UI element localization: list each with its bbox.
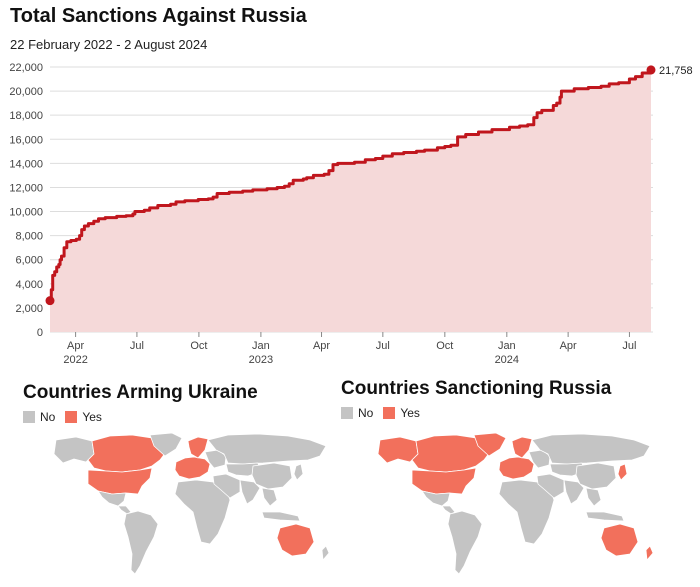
map-region-russia [531,433,651,465]
map-region-india [239,479,261,505]
y-tick-label: 6,000 [15,255,43,267]
x-tick-label: Jan [252,340,270,352]
map-legend: No Yes [341,406,611,420]
map-title: Countries Sanctioning Russia [341,378,612,399]
world-map-arming [53,432,330,575]
legend-swatch-no [341,407,353,419]
y-tick-label: 20,000 [9,86,43,98]
map-panel-arming: Countries Arming Ukraine No Yes [23,382,258,424]
x-tick-label: Jul [376,340,390,352]
chart-title: Total Sanctions Against Russia [10,5,307,27]
y-tick-label: 8,000 [15,231,43,243]
map-region-new-zealand [645,545,654,561]
map-region-australia [600,523,639,557]
map-region-scandinavia [187,436,209,459]
map-region-southeast-asia [261,487,278,507]
x-tick-label: Apr [313,340,330,352]
map-region-greenland [149,432,183,457]
legend-swatch-yes [383,407,396,419]
map-region-japan [617,463,628,481]
map-region-central-america [117,505,132,515]
legend-label-yes: Yes [82,410,102,424]
legend-swatch-no [23,411,35,423]
map-region-greenland [473,432,507,457]
x-tick-label: Oct [436,340,453,352]
end-point [646,65,656,75]
y-tick-label: 0 [37,327,43,339]
x-tick-year-label: 2022 [63,354,87,366]
y-tick-label: 22,000 [9,62,43,74]
map-region-middle-east [212,473,241,499]
y-tick-label: 14,000 [9,158,43,170]
map-region-canada [87,434,167,473]
x-tick-label: Jul [130,340,144,352]
map-region-europe-west [498,456,535,480]
y-tick-label: 10,000 [9,207,43,219]
map-region-alaska [53,436,95,464]
x-tick-label: Oct [190,340,207,352]
world-map-sanctioning [377,432,654,575]
y-tick-label: 4,000 [15,279,43,291]
map-region-alaska [377,436,419,464]
map-region-china [575,462,617,490]
map-region-new-zealand [321,545,330,561]
map-region-mexico [97,490,127,507]
map-region-canada [411,434,491,473]
map-region-japan [293,463,304,481]
y-tick-label: 12,000 [9,182,43,194]
map-region-indonesia [585,511,625,522]
map-region-central-america [441,505,456,515]
map-region-russia [207,433,327,465]
map-region-southeast-asia [585,487,602,507]
legend-label-no: No [358,406,374,420]
y-tick-label: 18,000 [9,110,43,122]
end-value-label: 21,758 [659,65,693,77]
chart-subtitle: 22 February 2022 - 2 August 2024 [10,37,208,52]
map-region-india [563,479,585,505]
x-tick-label: Jul [622,340,636,352]
map-region-mexico [421,490,451,507]
y-tick-label: 16,000 [9,134,43,146]
map-region-usa [411,467,477,495]
map-region-australia [276,523,315,557]
x-tick-label: Jan [498,340,516,352]
map-region-south-america [123,510,159,575]
series-area [50,69,651,333]
map-legend: No Yes [23,410,258,424]
map-region-middle-east [536,473,565,499]
map-region-europe-west [174,456,211,480]
legend-label-no: No [40,410,56,424]
map-panel-sanctioning: Countries Sanctioning Russia No Yes [341,378,611,420]
map-region-china [251,462,293,490]
y-tick-label: 2,000 [15,303,43,315]
map-region-indonesia [261,511,301,522]
map-region-scandinavia [511,436,533,459]
map-region-usa [87,467,153,495]
sanctions-line-chart: 0 2,000 4,000 6,000 8,000 10,000 12,000 14,000 1… [9,62,693,366]
x-tick-label: Apr [67,340,84,352]
map-region-south-america [447,510,483,575]
start-point [45,296,55,306]
x-tick-year-label: 2024 [495,354,519,366]
legend-swatch-yes [65,411,78,423]
legend-label-yes: Yes [400,406,420,420]
x-tick-year-label: 2023 [249,354,273,366]
series-line [49,69,653,303]
x-tick-label: Apr [560,340,577,352]
map-title: Countries Arming Ukraine [23,382,258,403]
